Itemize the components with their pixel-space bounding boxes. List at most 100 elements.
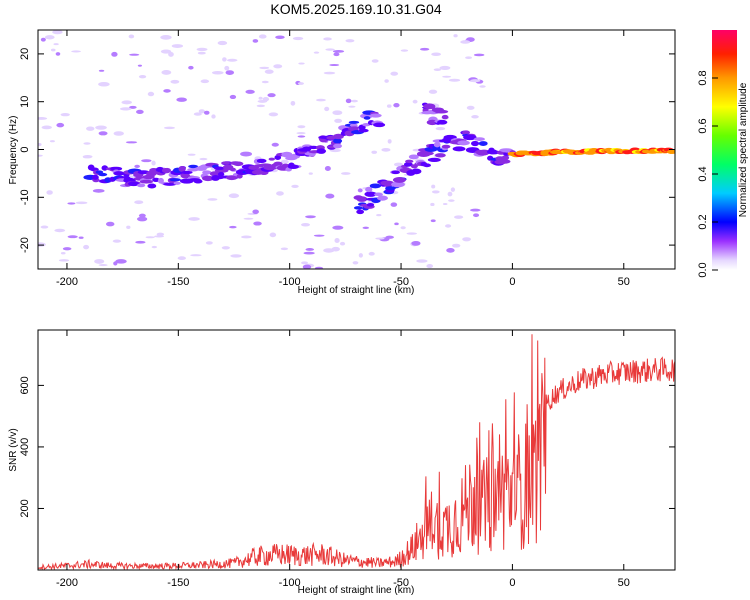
heatmap-cell — [267, 93, 276, 98]
heatmap-cell — [188, 164, 199, 169]
heatmap-cell — [351, 99, 358, 103]
heatmap-cell — [125, 141, 138, 144]
heatmap-cell — [291, 184, 299, 189]
heatmap-cell — [193, 112, 202, 116]
heatmap-cell — [446, 248, 455, 253]
snr-series-line — [38, 334, 675, 570]
heatmap-cell — [262, 96, 270, 102]
heatmap-cell — [156, 232, 165, 237]
heatmap-cell — [229, 94, 237, 100]
heatmap-cell — [40, 37, 46, 42]
heatmap-cell — [40, 225, 49, 229]
heatmap-cell — [334, 118, 343, 123]
heatmap-cell — [430, 202, 435, 207]
heatmap-cell — [316, 98, 326, 102]
spectrogram-ylabel: Frequency (Hz) — [8, 116, 19, 185]
heatmap-cell — [160, 49, 172, 54]
heatmap-cell — [426, 264, 433, 269]
x-tick-label: -50 — [393, 276, 409, 288]
y-tick-label: 600 — [19, 376, 31, 394]
heatmap-cell — [240, 235, 252, 239]
heatmap-cell — [151, 245, 158, 249]
heatmap-cell — [67, 202, 76, 205]
heatmap-cell — [416, 259, 428, 263]
heatmap-cell — [217, 40, 228, 46]
y-tick-label: -20 — [19, 237, 31, 253]
heatmap-cell — [217, 172, 225, 177]
heatmap-cell — [298, 62, 305, 65]
heatmap-cell — [139, 179, 154, 184]
heatmap-cell — [501, 155, 510, 161]
heatmap-cell — [221, 246, 230, 250]
heatmap-cell — [225, 175, 238, 181]
heatmap-cell — [113, 131, 124, 136]
heatmap-cell — [200, 79, 210, 84]
heatmap-cell — [384, 79, 389, 83]
heatmap-cell — [113, 171, 125, 176]
x-tick-label: 0 — [509, 577, 515, 589]
heatmap-cell — [134, 200, 144, 205]
heatmap-cell — [127, 181, 140, 187]
heatmap-cell — [368, 251, 375, 256]
y-tick-label: 200 — [19, 499, 31, 517]
heatmap-cell — [138, 213, 146, 218]
heatmap-cell — [305, 248, 315, 251]
heatmap-cell — [111, 51, 118, 57]
heatmap-cell — [128, 34, 135, 39]
heatmap-cell — [280, 159, 289, 164]
heatmap-cell — [323, 248, 335, 253]
heatmap-cell — [268, 157, 275, 161]
heatmap-cell — [86, 126, 95, 131]
heatmap-cell — [313, 234, 325, 237]
heatmap-cell — [441, 114, 449, 120]
heatmap-cell — [38, 154, 43, 157]
x-tick-label: -50 — [393, 577, 409, 589]
heatmap-cell — [471, 115, 479, 119]
heatmap-cell — [448, 199, 455, 202]
heatmap-cell — [243, 217, 254, 220]
heatmap-cell — [473, 53, 485, 57]
heatmap-cell — [253, 221, 262, 226]
x-tick-label: -150 — [167, 577, 189, 589]
heatmap-cell — [138, 75, 147, 79]
heatmap-cell — [469, 208, 481, 212]
colorbar-tick-label: 0.6 — [697, 118, 709, 133]
heatmap-cell — [224, 65, 230, 71]
heatmap-cell — [300, 222, 311, 227]
heatmap-cell — [198, 109, 205, 114]
heatmap-cell — [466, 105, 475, 110]
heatmap-cell — [193, 179, 203, 184]
heatmap-cell — [232, 161, 244, 167]
heatmap-cell — [98, 131, 108, 136]
heatmap-cell — [62, 247, 72, 251]
heatmap-cell — [434, 109, 449, 114]
heatmap-cell — [453, 34, 458, 38]
heatmap-cell — [137, 64, 142, 67]
x-tick-label: 0 — [509, 276, 515, 288]
x-tick-label: -200 — [56, 276, 78, 288]
heatmap-cell — [236, 173, 243, 179]
heatmap-cell — [95, 125, 107, 130]
heatmap-cell — [188, 217, 200, 221]
heatmap-cell — [357, 188, 363, 193]
heatmap-cell — [371, 150, 378, 154]
heatmap-cell — [358, 253, 363, 258]
x-tick-label: -100 — [279, 577, 301, 589]
heatmap-cell — [431, 190, 440, 194]
heatmap-cell — [473, 137, 485, 141]
y-tick-label: 400 — [19, 438, 31, 456]
colorbar-gradient — [712, 30, 737, 270]
heatmap-cell — [365, 186, 373, 193]
heatmap-cell — [479, 85, 486, 88]
heatmap-cell — [371, 59, 379, 63]
heatmap-cell — [228, 193, 240, 199]
heatmap-cell — [190, 254, 202, 257]
heatmap-cell — [176, 97, 187, 102]
heatmap-cell — [373, 122, 386, 128]
heatmap-cell — [452, 146, 466, 152]
snr-frame — [37, 329, 676, 571]
heatmap-cell — [352, 261, 359, 265]
heatmap-cell — [349, 123, 358, 128]
heatmap-cell — [46, 190, 53, 195]
